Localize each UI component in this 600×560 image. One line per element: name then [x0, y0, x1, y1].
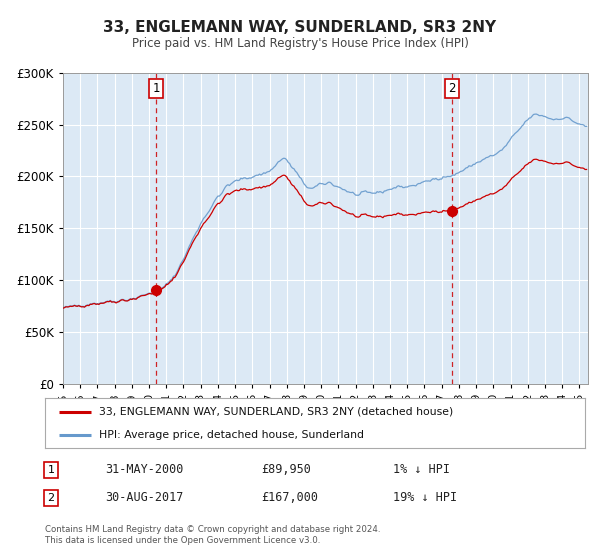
Text: 1: 1 [152, 82, 160, 95]
Text: 1% ↓ HPI: 1% ↓ HPI [393, 463, 450, 477]
Text: 33, ENGLEMANN WAY, SUNDERLAND, SR3 2NY (detached house): 33, ENGLEMANN WAY, SUNDERLAND, SR3 2NY (… [99, 407, 453, 417]
Text: This data is licensed under the Open Government Licence v3.0.: This data is licensed under the Open Gov… [45, 536, 320, 545]
Text: 1: 1 [47, 465, 55, 475]
Text: 19% ↓ HPI: 19% ↓ HPI [393, 491, 457, 505]
Text: Contains HM Land Registry data © Crown copyright and database right 2024.: Contains HM Land Registry data © Crown c… [45, 525, 380, 534]
Text: 33, ENGLEMANN WAY, SUNDERLAND, SR3 2NY: 33, ENGLEMANN WAY, SUNDERLAND, SR3 2NY [103, 20, 497, 35]
Text: 2: 2 [448, 82, 455, 95]
Text: £89,950: £89,950 [261, 463, 311, 477]
Text: 31-MAY-2000: 31-MAY-2000 [105, 463, 184, 477]
Text: Price paid vs. HM Land Registry's House Price Index (HPI): Price paid vs. HM Land Registry's House … [131, 38, 469, 50]
Text: 2: 2 [47, 493, 55, 503]
Text: £167,000: £167,000 [261, 491, 318, 505]
Text: HPI: Average price, detached house, Sunderland: HPI: Average price, detached house, Sund… [99, 430, 364, 440]
Text: 30-AUG-2017: 30-AUG-2017 [105, 491, 184, 505]
